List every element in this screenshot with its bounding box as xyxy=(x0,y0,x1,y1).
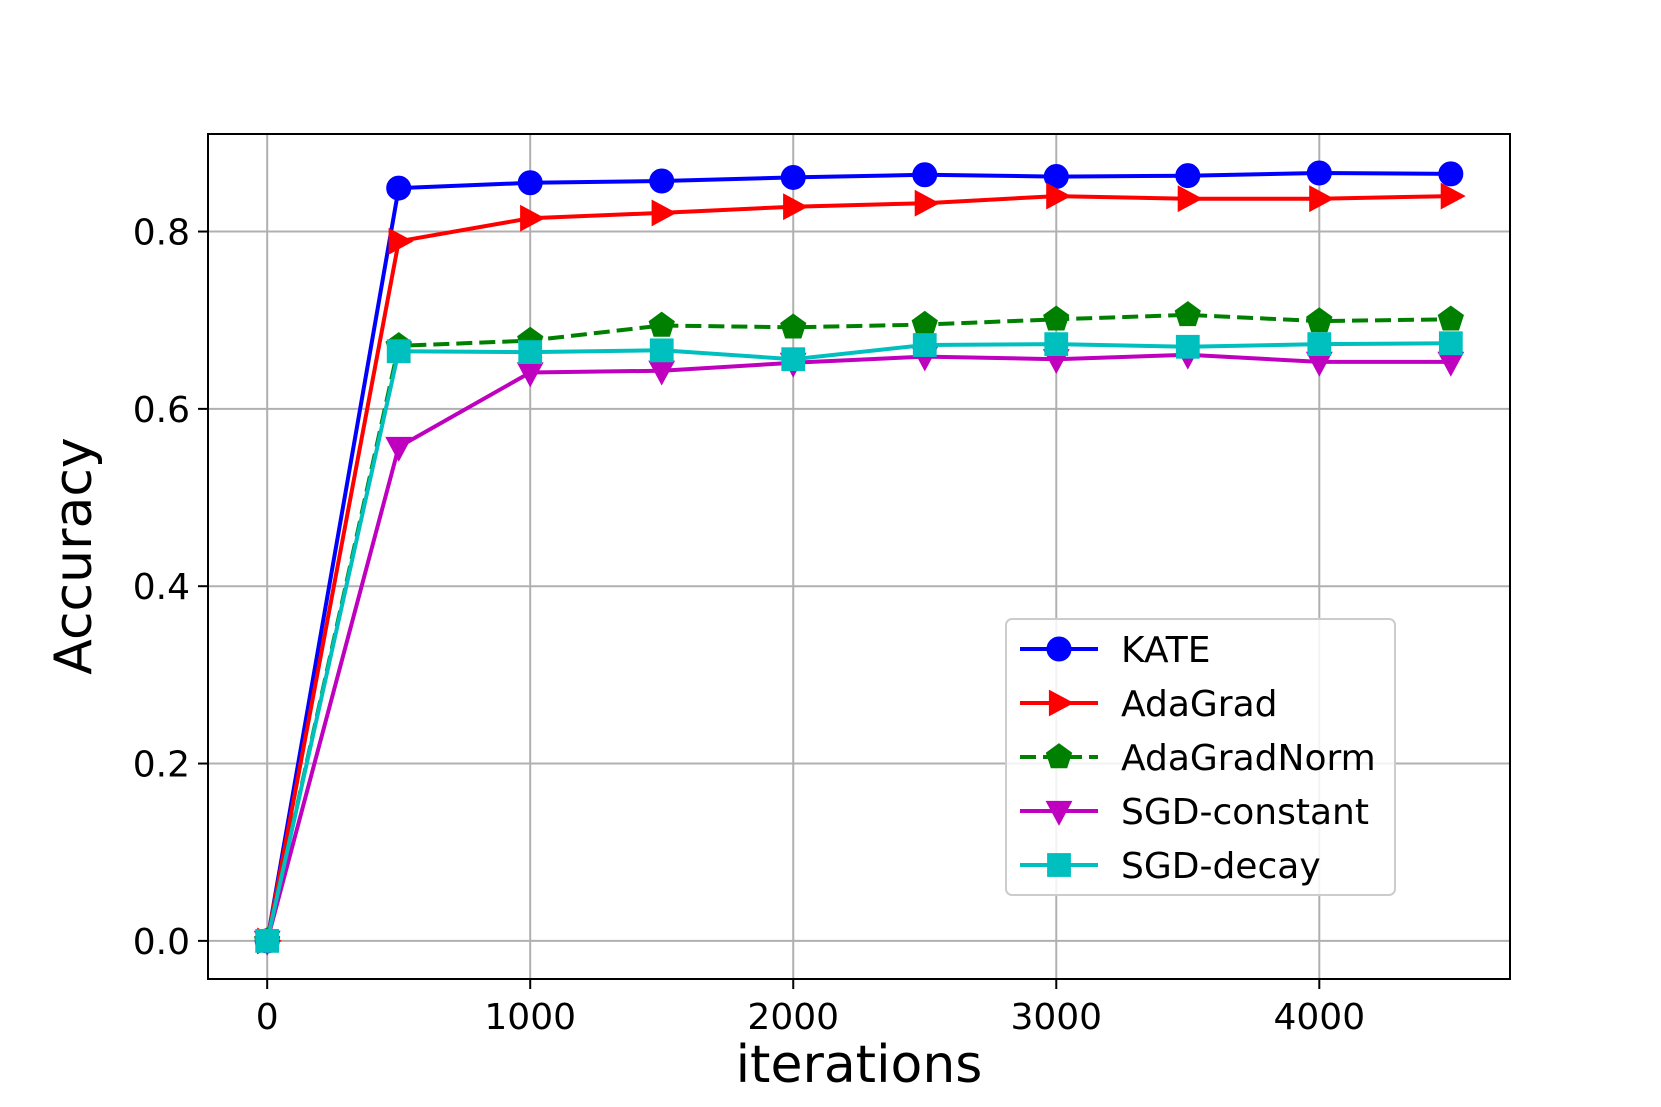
legend-label: SGD-constant xyxy=(1121,792,1369,833)
grid-lines xyxy=(208,134,1510,979)
data-point xyxy=(1438,331,1463,356)
legend-marker xyxy=(1048,689,1074,717)
y-tick-label: 0.4 xyxy=(133,567,190,608)
data-point xyxy=(912,162,938,188)
data-point xyxy=(781,347,806,372)
data-point xyxy=(1437,351,1465,377)
data-point xyxy=(385,436,413,462)
data-point xyxy=(1307,332,1332,357)
series-line xyxy=(265,194,1451,942)
data-point xyxy=(1437,305,1464,331)
data-point xyxy=(912,333,937,357)
legend-item: KATE xyxy=(1020,630,1211,671)
data-point xyxy=(255,928,280,953)
legend: KATE AdaGrad AdaGradNorm SGD-constant SGD-de… xyxy=(1005,618,1396,896)
x-tick-label: 4000 xyxy=(1273,997,1365,1038)
data-point xyxy=(1440,182,1466,210)
series-line xyxy=(265,341,1451,942)
data-point xyxy=(388,227,414,255)
data-point xyxy=(1306,160,1332,186)
legend-label: KATE xyxy=(1121,630,1211,671)
y-tick-label: 0.2 xyxy=(133,745,190,786)
y-tick-label: 0.8 xyxy=(133,213,190,254)
x-tick-label: 0 xyxy=(256,997,279,1038)
data-point xyxy=(648,311,675,337)
series-layer xyxy=(253,160,1466,956)
data-point xyxy=(386,339,411,364)
y-axis-label: Accuracy xyxy=(44,437,104,674)
legend-item: SGD-decay xyxy=(1020,846,1321,887)
legend-box xyxy=(1005,618,1396,896)
data-point xyxy=(1438,161,1464,187)
y-tick-label: 0.0 xyxy=(133,922,190,963)
legend-label: AdaGrad xyxy=(1121,684,1278,725)
legend-label: SGD-decay xyxy=(1121,846,1321,887)
legend-item: AdaGrad xyxy=(1020,684,1278,725)
legend-marker xyxy=(1046,636,1072,662)
data-point xyxy=(649,168,675,194)
data-point xyxy=(914,189,940,217)
legend-label: AdaGradNorm xyxy=(1121,738,1376,779)
series-line xyxy=(265,312,1451,942)
data-point xyxy=(518,340,543,365)
legend-marker xyxy=(1047,853,1071,877)
legend-marker xyxy=(1045,800,1073,826)
data-point xyxy=(651,199,677,227)
x-axis-label: iterations xyxy=(736,1035,983,1095)
plot-frame xyxy=(207,133,1511,980)
data-point xyxy=(386,175,412,201)
data-point xyxy=(1309,185,1335,213)
data-point xyxy=(649,338,674,363)
series-line xyxy=(265,171,1451,942)
data-point xyxy=(1175,334,1200,359)
data-point xyxy=(1043,305,1070,331)
legend-marker xyxy=(1045,743,1073,769)
legend-item: SGD-constant xyxy=(1020,792,1369,833)
data-point xyxy=(780,313,807,339)
data-point xyxy=(1306,307,1333,333)
series-line xyxy=(265,352,1451,942)
data-point xyxy=(516,362,544,388)
x-tick-label: 1000 xyxy=(484,997,576,1038)
data-point xyxy=(1177,185,1203,213)
data-point xyxy=(1175,163,1201,189)
data-point xyxy=(1044,332,1069,357)
data-point xyxy=(780,164,806,190)
x-tick-label: 3000 xyxy=(1010,997,1102,1038)
data-point xyxy=(1046,182,1072,210)
series-adagrad xyxy=(257,182,1466,955)
series-sgd-decay xyxy=(255,331,1463,953)
data-point xyxy=(911,310,938,336)
data-point xyxy=(1174,301,1201,327)
data-point xyxy=(520,204,546,232)
legend-item: AdaGradNorm xyxy=(1020,738,1376,779)
data-point xyxy=(517,170,543,196)
y-tick-label: 0.6 xyxy=(133,390,190,431)
x-tick-label: 2000 xyxy=(747,997,839,1038)
axis-ticks: 0 1000 2000 3000 4000 0.0 0.2 0.4 0.6 0.8 xyxy=(133,213,1365,1038)
data-point xyxy=(783,193,809,221)
